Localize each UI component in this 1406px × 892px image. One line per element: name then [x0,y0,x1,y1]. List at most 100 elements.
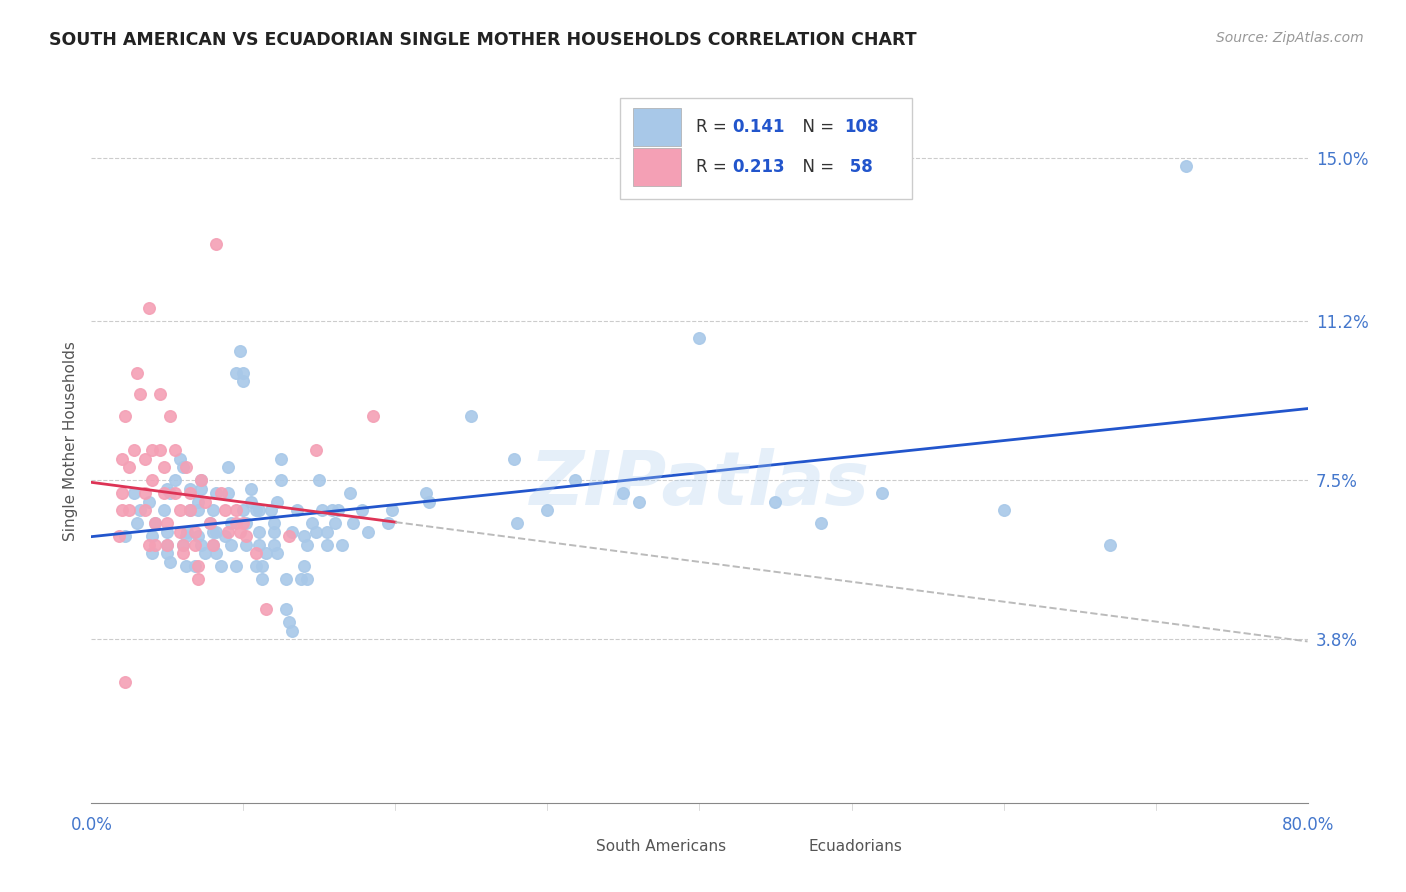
Point [153,503,176,517]
Point [214,529,236,543]
FancyBboxPatch shape [633,148,682,186]
Point [229,524,252,539]
Point [174,559,197,574]
Point [172,546,194,560]
Point [342,516,364,531]
Point [250,559,273,574]
Point [225,559,247,574]
Point [993,503,1015,517]
Point [184,559,207,574]
Point [564,473,586,487]
Point [122,486,145,500]
Point [149,443,172,458]
Point [172,538,194,552]
Point [250,572,273,586]
Point [169,524,191,539]
Point [254,602,277,616]
Point [278,529,301,543]
Point [134,451,156,466]
Point [225,366,247,380]
Point [247,503,270,517]
Point [107,529,129,543]
Point [357,524,380,539]
Point [217,486,239,500]
Point [156,538,179,552]
FancyBboxPatch shape [633,109,682,146]
Text: 108: 108 [844,119,879,136]
Text: 58: 58 [844,158,873,176]
Point [612,486,634,500]
Point [311,503,333,517]
Point [114,409,136,423]
Point [134,486,156,500]
Point [190,473,212,487]
Point [245,503,267,517]
Point [232,503,254,517]
Point [141,546,163,560]
Point [297,538,319,552]
Point [176,524,198,539]
Point [134,503,156,517]
Point [149,387,172,401]
Point [418,494,440,508]
Point [270,473,292,487]
Point [292,529,315,543]
Point [278,615,301,630]
Point [260,503,283,517]
Point [235,538,257,552]
Point [281,624,304,638]
Point [159,486,181,500]
Point [163,473,186,487]
Point [263,516,285,531]
Point [219,516,242,531]
Point [361,409,384,423]
Point [308,473,330,487]
Point [209,559,232,574]
Point [202,538,225,552]
Point [156,482,179,496]
Point [184,524,207,539]
Point [254,546,277,560]
Point [381,503,404,517]
Point [330,538,353,552]
Point [503,451,526,466]
Point [129,387,152,401]
Point [270,451,292,466]
Point [159,555,181,569]
Point [305,443,328,458]
Point [323,516,346,531]
Point [156,538,179,552]
Point [219,538,242,552]
Point [202,524,225,539]
Point [194,546,217,560]
Point [114,529,136,543]
Point [174,529,197,543]
Point [159,409,181,423]
Point [225,503,247,517]
Point [205,524,228,539]
Point [174,460,197,475]
Point [627,494,650,508]
Point [266,494,288,508]
Point [263,538,285,552]
Point [247,524,270,539]
Point [266,546,288,560]
Point [217,524,239,539]
Point [143,538,166,552]
Point [765,494,787,508]
Point [245,559,267,574]
Point [187,503,209,517]
Point [202,538,225,552]
Point [240,482,263,496]
Point [153,460,176,475]
Point [179,486,201,500]
Point [460,409,482,423]
Point [194,494,217,508]
Point [225,516,247,531]
Point [198,516,221,531]
FancyBboxPatch shape [554,836,591,859]
Point [274,602,297,616]
Point [536,503,558,517]
Point [217,460,239,475]
Text: Source: ZipAtlas.com: Source: ZipAtlas.com [1216,31,1364,45]
